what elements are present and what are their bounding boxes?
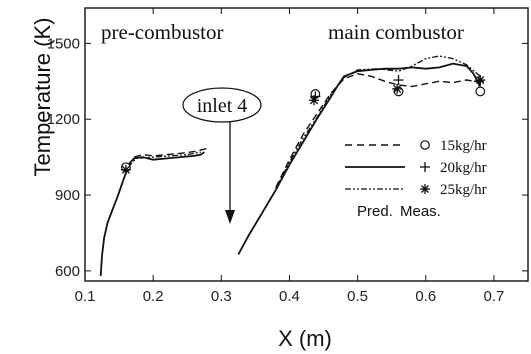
x-tick-label: 0.1	[75, 288, 96, 305]
axis-ticks	[84, 8, 528, 281]
y-tick-label: 600	[55, 263, 80, 280]
x-tick-label: 0.3	[211, 288, 232, 305]
x-tick-label: 0.5	[347, 288, 368, 305]
legend-label-15: 15kg/hr	[440, 138, 487, 154]
series-layer	[99, 55, 482, 276]
meas-marker-25	[308, 95, 319, 106]
y-tick-label: 1200	[47, 111, 80, 128]
pred-line-15-seg0	[127, 147, 208, 167]
pred-line-25-seg0	[127, 151, 202, 168]
x-tick-label: 0.6	[415, 288, 436, 305]
plot-frame	[84, 7, 529, 282]
y-axis-title: Temperature (K)	[30, 18, 55, 177]
marker-layer	[120, 75, 486, 175]
pred-line-15-seg1	[275, 72, 481, 188]
pred-line-25-seg1	[275, 55, 481, 189]
meas-marker-25	[392, 83, 403, 94]
legend-marker-plus	[420, 162, 430, 172]
meas-marker-25	[475, 75, 486, 86]
x-axis-title: X (m)	[278, 326, 332, 351]
x-tick-label: 0.7	[483, 288, 504, 305]
legend-label-20: 20kg/hr	[440, 160, 487, 176]
meas-marker-15	[475, 86, 486, 97]
y-tick-label: 1500	[47, 35, 80, 52]
inlet-label: inlet 4	[197, 95, 248, 117]
main-combustor-label: main combustor	[328, 20, 464, 44]
x-tick-label: 0.4	[279, 288, 300, 305]
meas-marker-25	[120, 164, 131, 175]
legend-marker-circle	[420, 140, 430, 150]
legend: 15kg/hr 20kg/hr 25kg/hr Pred. Meas.	[345, 138, 487, 220]
legend-meas-label: Meas.	[400, 203, 441, 220]
inlet-arrow-head	[225, 210, 235, 224]
pred-line-20-seg0	[99, 151, 205, 276]
meas-marker-20	[393, 75, 404, 86]
pred-line-20-seg1	[237, 62, 482, 255]
legend-label-25: 25kg/hr	[440, 182, 487, 198]
y-tick-label: 900	[55, 187, 80, 204]
legend-pred-label: Pred.	[357, 203, 393, 220]
x-tick-label: 0.2	[143, 288, 164, 305]
pre-combustor-label: pre-combustor	[101, 20, 223, 44]
inlet-callout-oval	[182, 87, 262, 123]
legend-marker-asterisk	[420, 184, 430, 194]
tick-labels: 0.1 0.2 0.3 0.4 0.5 0.6 0.7 600 900 1200 1500	[47, 35, 505, 305]
